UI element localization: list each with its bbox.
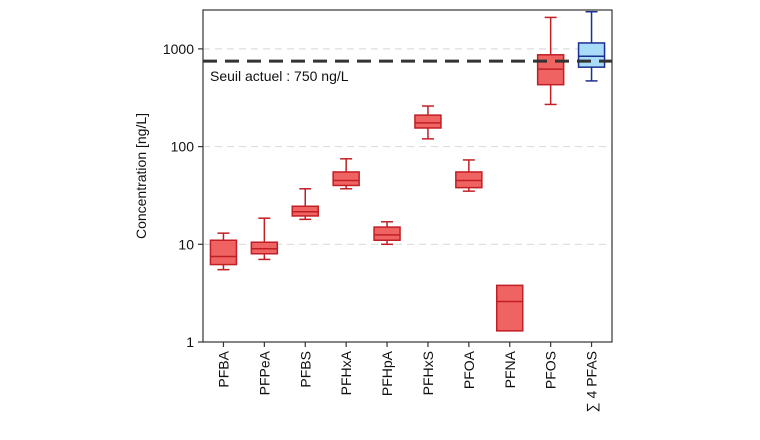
x-tick-label: PFOS <box>543 351 559 389</box>
x-tick-label: PFHxS <box>420 351 436 395</box>
box-7 <box>455 159 483 192</box>
x-tick-label: PFOA <box>461 350 477 389</box>
plot-frame <box>202 9 613 343</box>
box-iqr <box>496 284 524 332</box>
x-tick-label: PFNA <box>502 350 518 388</box>
x-axis: PFBA PFPeA PFBS PFHxA PFHpA PFHxS PFOA PFNA PFOS… <box>215 342 600 412</box>
box-iqr <box>332 171 360 187</box>
box-6 <box>414 105 442 140</box>
y-axis: 1 10 100 1000 <box>163 41 203 350</box>
x-tick-label: PFHpA <box>379 350 395 396</box>
box-iqr <box>250 241 279 255</box>
box-1 <box>209 232 238 271</box>
x-tick-label: PFPeA <box>256 350 272 395</box>
y-tick-label: 1000 <box>163 41 194 57</box>
box-iqr <box>373 226 401 241</box>
x-tick-label: PFHxA <box>338 350 354 395</box>
box-10 <box>577 10 606 82</box>
box-iqr <box>209 239 238 266</box>
y-tick-label: 100 <box>171 139 195 155</box>
y-axis-title: Concentration [ng/L] <box>133 113 149 239</box>
y-tick-label: 10 <box>178 236 194 252</box>
box-iqr <box>414 114 442 129</box>
grid-lines <box>203 48 612 245</box>
box-5 <box>373 221 401 246</box>
box-iqr <box>577 42 606 68</box>
box-3 <box>291 188 319 221</box>
threshold-label: Seuil actuel : 750 ng/L <box>210 68 349 84</box>
box-4 <box>332 158 360 190</box>
x-tick-label: PFBA <box>215 350 231 387</box>
y-tick-label: 1 <box>186 334 194 350</box>
x-tick-label: PFBS <box>297 351 313 388</box>
box-8 <box>496 284 524 332</box>
x-tick-label: ∑ 4 PFAS <box>584 351 600 412</box>
box-2 <box>250 217 279 261</box>
box-plots <box>209 10 606 332</box>
